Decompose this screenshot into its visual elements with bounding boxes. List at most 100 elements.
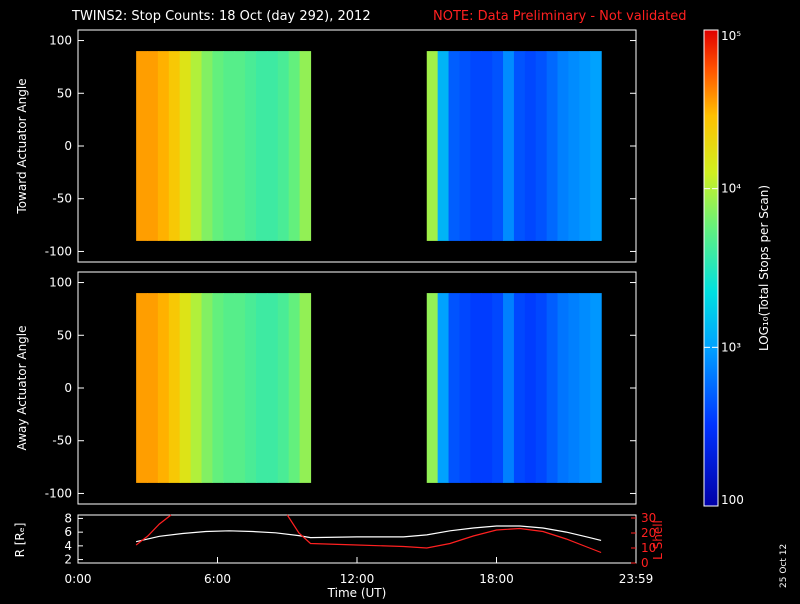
heatmap-cell [470,293,482,483]
heatmap-cell [168,51,181,241]
heatmap-cell [201,293,214,483]
left-tick-label: 2 [64,553,72,567]
y-tick-label: 0 [64,139,72,153]
away-y-ticks: -100 -50 0 50 100 [45,276,636,500]
heatmap-cell [266,293,279,483]
heatmap-cell [179,51,192,241]
left-tick-label: 8 [64,511,72,525]
heatmap-cell [590,293,602,483]
x-axis-label: Time (UT) [327,586,387,600]
right-tick-label: 20 [641,526,656,540]
heatmap-cell [179,293,192,483]
heatmap-cell [136,51,148,241]
heatmap-cell [426,293,439,483]
heatmap-cell [590,51,602,241]
heatmap-cell [448,293,461,483]
heatmap-cell [147,51,159,241]
orbit-right-label: L Shell [651,520,665,560]
heatmap-cell [288,51,301,241]
l-shell-line [286,514,602,554]
left-tick-label: 4 [64,539,72,553]
heatmap-cell [277,51,290,241]
heatmap-cell [245,293,257,483]
heatmap-cell [299,293,312,483]
heatmap-cell [535,51,548,241]
heatmap-cell [234,293,246,483]
heatmap-cell [168,293,181,483]
heatmap-cell [513,51,526,241]
heatmap-cell [190,51,203,241]
r-distance-line [135,525,602,543]
colorbar-ticks: 100 10³ 10⁴ 10⁵ [704,29,744,507]
orbit-lines [135,514,602,554]
orbit-left-label: R [Rₑ] [13,523,27,558]
y-tick-label: -50 [52,192,72,206]
toward-y-ticks: -100 -50 0 50 100 [45,34,636,258]
heatmap-cell [288,293,301,483]
heatmap-cell [448,51,461,241]
heatmap-cell [503,51,515,241]
colorbar-tick-label: 10³ [721,340,741,354]
away-y-label: Away Actuator Angle [15,325,29,450]
heatmap-cell [568,51,580,241]
toward-panel: -100 -50 0 50 100 Toward Actuator Angle [15,29,637,263]
colorbar-tick-label: 10⁵ [721,29,741,43]
date-stamp: 25 Oct 12 [779,544,789,588]
heatmap-cell [234,51,246,241]
y-tick-label: 100 [49,34,72,48]
heatmap-cell [535,293,548,483]
heatmap-cell [503,293,515,483]
heatmap-cell [546,293,559,483]
heatmap-cell [524,51,537,241]
y-tick-label: -100 [45,486,72,500]
heatmap-cell [557,293,570,483]
heatmap-cell [470,51,482,241]
heatmap-cell [481,293,493,483]
x-tick-label: 0:00 [65,572,92,586]
heatmap-cell [256,51,268,241]
left-tick-label: 6 [64,525,72,539]
heatmap-cell [212,293,224,483]
heatmap-cell [579,51,591,241]
heatmap-cell [546,51,559,241]
colorbar-tick-label: 10⁴ [721,182,741,196]
colorbar-gradient [703,29,719,507]
colorbar-label: LOG₁₀(Total Stops per Scan) [757,185,771,351]
preliminary-note: NOTE: Data Preliminary - Not validated [433,9,687,24]
heatmap-cell [256,293,268,483]
toward-y-label: Toward Actuator Angle [15,78,29,214]
heatmap-cell [459,51,471,241]
heatmap-cell [492,293,504,483]
l-shell-line [135,514,172,546]
right-tick-label: 10 [641,541,656,555]
heatmap-cell [426,51,439,241]
heatmap-cell [136,293,148,483]
heatmap-cell [201,51,214,241]
heatmap-cell [437,293,450,483]
heatmap-cell [157,51,170,241]
heatmap-cell [277,293,290,483]
heatmap-cell [524,293,537,483]
y-tick-label: -50 [52,434,72,448]
away-panel: -100 -50 0 50 100 Away Actuator Angle [15,271,637,505]
x-tick-label: 18:00 [479,572,514,586]
heatmap-cell [223,51,235,241]
heatmap-cell [568,293,580,483]
toward-heatmap [136,51,602,241]
right-tick-label: 30 [641,511,656,525]
heatmap-cell [557,51,570,241]
x-tick-label: 6:00 [204,572,231,586]
heatmap-cell [513,293,526,483]
heatmap-cell [266,51,279,241]
heatmap-cell [212,51,224,241]
colorbar: 100 10³ 10⁴ 10⁵ LOG₁₀(Total Stops per Scan) [703,29,771,507]
x-tick-label: 23:59 [619,572,654,586]
heatmap-cell [157,293,170,483]
y-tick-label: -100 [45,244,72,258]
heatmap-cell [579,293,591,483]
heatmap-cell [190,293,203,483]
heatmap-cell [437,51,450,241]
heatmap-cell [492,51,504,241]
